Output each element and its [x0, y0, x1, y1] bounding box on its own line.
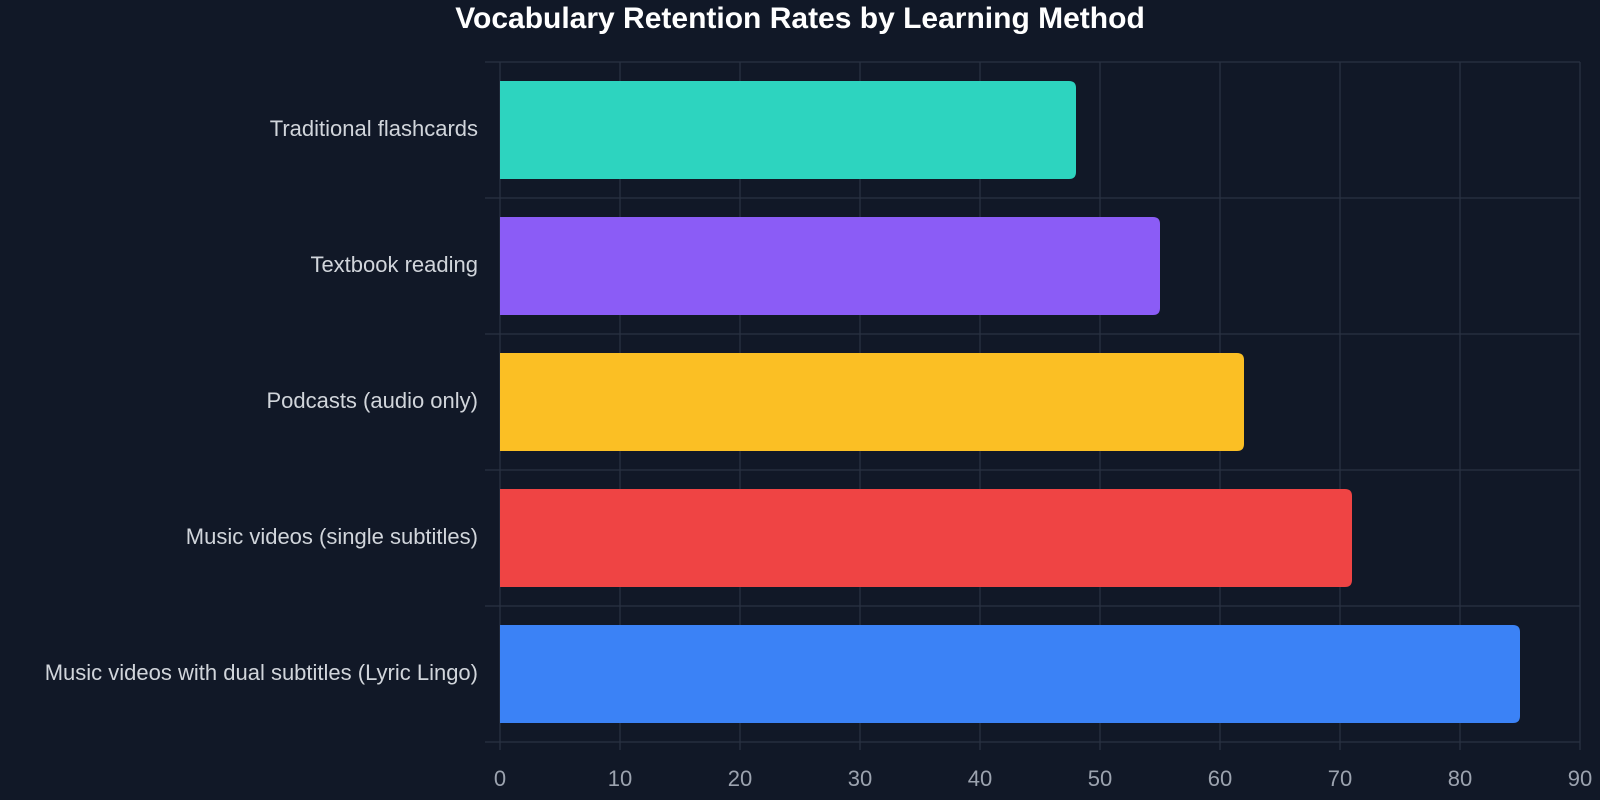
x-tick-label: 80: [1448, 766, 1472, 791]
x-tick-label: 90: [1568, 766, 1592, 791]
y-tick-label: Traditional flashcards: [270, 116, 478, 141]
bar: [500, 81, 1076, 179]
x-tick-label: 50: [1088, 766, 1112, 791]
x-tick-label: 20: [728, 766, 752, 791]
y-tick-label: Music videos (single subtitles): [186, 524, 478, 549]
bar: [500, 489, 1352, 587]
x-tick-label: 70: [1328, 766, 1352, 791]
y-tick-label: Podcasts (audio only): [266, 388, 478, 413]
x-tick-label: 40: [968, 766, 992, 791]
bar: [500, 625, 1520, 723]
x-tick-label: 0: [494, 766, 506, 791]
y-tick-label: Music videos with dual subtitles (Lyric …: [45, 660, 478, 685]
x-tick-label: 10: [608, 766, 632, 791]
bar: [500, 217, 1160, 315]
x-tick-label: 60: [1208, 766, 1232, 791]
chart-title: Vocabulary Retention Rates by Learning M…: [455, 2, 1145, 35]
x-tick-label: 30: [848, 766, 872, 791]
bar: [500, 353, 1244, 451]
y-tick-label: Textbook reading: [310, 252, 478, 277]
